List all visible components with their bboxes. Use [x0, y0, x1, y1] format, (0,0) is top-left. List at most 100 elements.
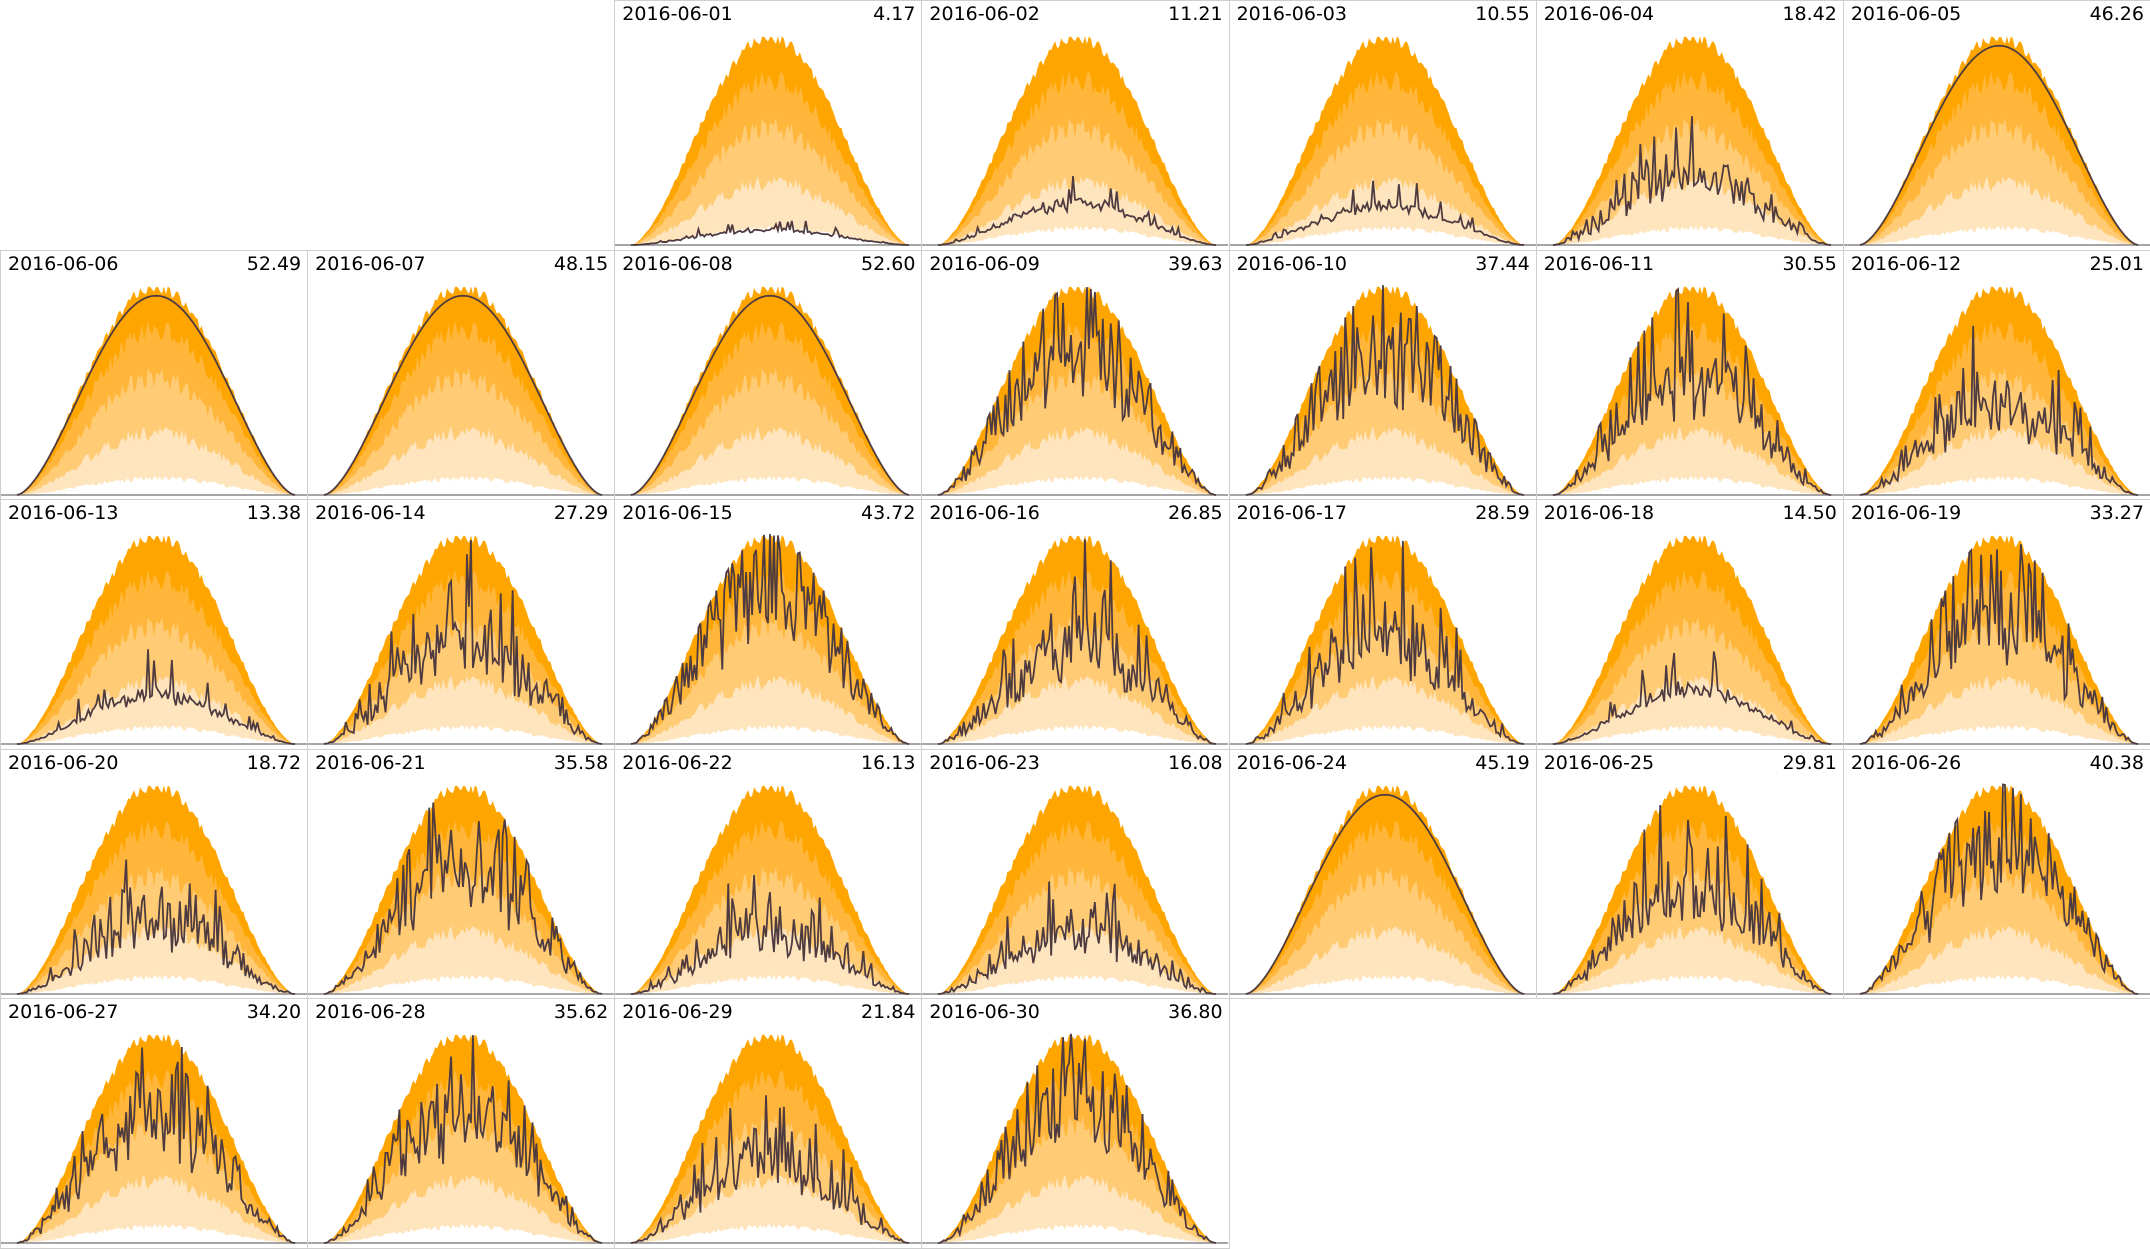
percentile-band-3 [1552, 675, 1831, 745]
percentile-band-4 [324, 974, 603, 994]
daily-series-line [938, 881, 1217, 995]
percentile-band-4 [1859, 475, 2138, 495]
daily-series-line [938, 286, 1217, 496]
percentile-band-3 [631, 426, 910, 495]
day-panel: 2016-06-28 35.62 [307, 998, 616, 1249]
day-chart [1843, 535, 2150, 746]
day-date-label: 2016-06-03 [1236, 3, 1347, 25]
day-panel: 2016-06-01 4.17 [614, 0, 923, 251]
daily-series-line [1552, 116, 1831, 246]
daily-series-line [16, 1047, 296, 1245]
percentile-band-4 [631, 974, 910, 994]
day-date-label: 2016-06-25 [1543, 751, 1655, 774]
day-panel: 2016-06-14 27.29 [307, 499, 616, 750]
percentile-band-3 [1859, 925, 2138, 994]
day-panel: 2016-06-20 18.72 [0, 748, 309, 1000]
percentile-band-3 [938, 1174, 1217, 1244]
day-date-label: 2016-06-30 [929, 1001, 1040, 1024]
daily-series-line [938, 176, 1217, 246]
daily-series-line [1245, 541, 1524, 746]
day-panel: 2016-06-17 28.59 [1228, 499, 1537, 750]
day-chart [1, 1034, 308, 1245]
daily-series-line [323, 802, 603, 995]
day-total-label: 39.63 [1168, 252, 1223, 275]
day-panel: 2016-06-16 26.85 [921, 499, 1230, 750]
day-total-label: 27.29 [553, 502, 609, 525]
day-panel: 2016-06-03 10.55 [1228, 0, 1537, 251]
day-panel: 2016-06-26 40.38 [1842, 748, 2150, 1000]
day-total-label: 37.44 [1475, 252, 1530, 275]
day-chart [615, 534, 922, 746]
day-date-label: 2016-06-15 [622, 502, 733, 525]
day-chart [1843, 36, 2150, 246]
day-chart [615, 785, 922, 995]
daily-series-line [938, 539, 1217, 746]
day-date-label: 2016-06-23 [929, 751, 1040, 774]
day-chart [615, 1034, 922, 1245]
percentile-band-4 [1552, 475, 1831, 495]
day-total-label: 16.08 [1168, 751, 1223, 774]
percentile-band-4 [16, 1224, 296, 1244]
day-chart [922, 785, 1229, 995]
percentile-band-4 [938, 974, 1217, 994]
day-total-label: 52.60 [861, 252, 916, 275]
percentile-band-4 [324, 725, 603, 745]
percentile-band-3 [631, 1174, 910, 1244]
day-chart [1843, 285, 2150, 496]
day-chart [1843, 783, 2150, 995]
day-chart [615, 285, 922, 496]
day-total-label: 46.26 [2089, 3, 2144, 25]
day-total-label: 18.72 [246, 751, 302, 774]
day-total-label: 52.49 [246, 252, 302, 275]
day-total-label: 43.72 [861, 502, 916, 525]
day-total-label: 45.19 [1475, 751, 1530, 774]
day-date-label: 2016-06-04 [1543, 3, 1655, 25]
day-date-label: 2016-06-26 [1850, 751, 1962, 774]
percentile-band-3 [16, 1174, 296, 1244]
percentile-band-4 [16, 475, 296, 495]
daily-series-line [1859, 783, 2139, 995]
percentile-band-3 [1245, 176, 1524, 246]
day-total-label: 18.42 [1782, 3, 1837, 25]
daily-series-line [1859, 325, 2139, 496]
day-total-label: 40.38 [2089, 751, 2144, 774]
day-date-label: 2016-06-09 [929, 252, 1040, 275]
percentile-band-4 [1245, 725, 1524, 745]
day-date-label: 2016-06-05 [1850, 3, 1962, 25]
percentile-band-4 [1552, 225, 1831, 246]
percentile-band-4 [938, 475, 1217, 495]
day-panel: 2016-06-05 46.26 [1842, 0, 2150, 251]
percentile-band-3 [1859, 176, 2138, 246]
percentile-band-3 [1245, 426, 1524, 495]
day-chart [1229, 535, 1536, 746]
day-chart [1536, 535, 1843, 746]
percentile-band-3 [1245, 675, 1524, 745]
percentile-band-3 [938, 925, 1217, 994]
day-total-label: 13.38 [246, 502, 302, 525]
day-chart [1, 785, 308, 995]
day-total-label: 4.17 [873, 3, 916, 25]
daily-series-line [1552, 286, 1831, 496]
day-panel: 2016-06-13 13.38 [0, 499, 309, 750]
daily-series-line [323, 294, 603, 496]
day-panel: 2016-06-06 52.49 [0, 249, 309, 501]
percentile-band-4 [324, 1224, 603, 1244]
day-date-label: 2016-06-14 [315, 502, 426, 525]
percentile-band-3 [16, 675, 296, 745]
day-total-label: 25.01 [2089, 252, 2144, 275]
day-date-label: 2016-06-06 [8, 252, 119, 275]
percentile-band-3 [1552, 426, 1831, 495]
day-panel: 2016-06-29 21.84 [614, 998, 923, 1249]
percentile-band-3 [1245, 925, 1524, 994]
percentile-band-3 [631, 176, 910, 246]
percentile-band-4 [1859, 974, 2138, 994]
day-panel: 2016-06-15 43.72 [614, 499, 923, 750]
day-panel: 2016-06-11 30.55 [1535, 249, 1844, 501]
day-chart [1, 535, 308, 746]
day-date-label: 2016-06-18 [1543, 502, 1655, 525]
day-chart [1229, 36, 1536, 246]
percentile-band-3 [631, 925, 910, 994]
day-chart [308, 535, 615, 746]
percentile-band-4 [1245, 475, 1524, 495]
day-panel: 2016-06-04 18.42 [1535, 0, 1844, 251]
